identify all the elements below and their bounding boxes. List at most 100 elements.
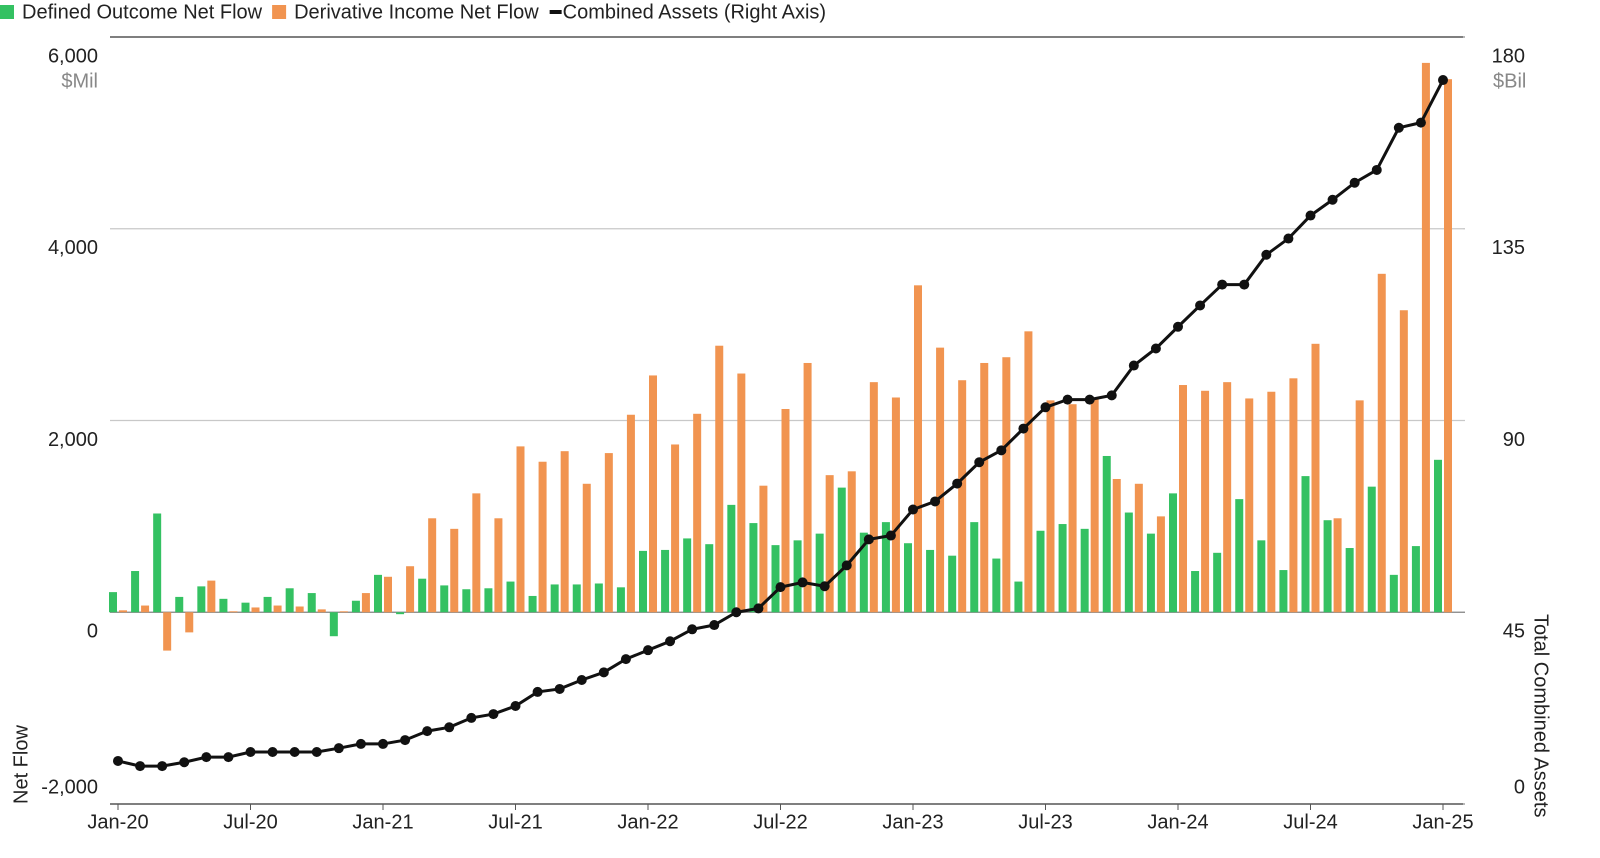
- point: [157, 761, 168, 772]
- point: [1084, 394, 1095, 405]
- bar: [351, 600, 360, 613]
- bar: [484, 588, 493, 613]
- point: [223, 752, 234, 763]
- bar: [1002, 357, 1011, 613]
- bar: [661, 549, 670, 613]
- y-axis-title: Net Flow: [10, 725, 32, 804]
- bar: [175, 596, 184, 613]
- point: [422, 726, 433, 737]
- bar: [1377, 273, 1386, 613]
- bar: [737, 373, 746, 613]
- bar: [1090, 398, 1099, 613]
- point: [1305, 210, 1316, 221]
- bar: [384, 576, 392, 613]
- bar: [781, 408, 790, 613]
- bar: [1046, 400, 1055, 613]
- x-tick-label: Jul-21: [488, 811, 542, 833]
- bar: [516, 446, 525, 613]
- bar: [904, 543, 912, 613]
- point: [554, 683, 565, 694]
- bar: [1267, 391, 1276, 613]
- bar: [1333, 518, 1342, 613]
- bar: [185, 612, 194, 633]
- point: [444, 722, 455, 733]
- bar: [582, 483, 591, 613]
- bar: [594, 583, 603, 613]
- point: [201, 752, 212, 763]
- point: [466, 712, 477, 723]
- point: [267, 747, 278, 758]
- point: [1018, 423, 1029, 434]
- bar: [759, 485, 768, 613]
- point: [1327, 194, 1338, 205]
- legend-swatch: [549, 10, 562, 14]
- bar: [538, 461, 547, 613]
- bar: [131, 571, 140, 613]
- bar: [891, 397, 900, 613]
- bar: [307, 593, 316, 613]
- point: [643, 645, 653, 656]
- bar: [1201, 390, 1210, 613]
- y2-tick-label: 45: [1503, 621, 1525, 643]
- bar: [683, 538, 692, 613]
- bar: [793, 540, 802, 613]
- point: [885, 530, 896, 541]
- point: [1106, 390, 1117, 401]
- point: [797, 577, 808, 588]
- bar: [1311, 343, 1320, 613]
- point: [1239, 279, 1250, 290]
- bar: [1036, 530, 1045, 613]
- bar: [197, 586, 206, 613]
- y2-tick-label: 90: [1503, 429, 1525, 451]
- bar: [803, 362, 812, 613]
- bar: [847, 471, 856, 613]
- bar: [869, 382, 878, 613]
- bar: [1213, 552, 1222, 613]
- bar: [428, 518, 437, 613]
- bar: [317, 609, 326, 613]
- bar: [1191, 571, 1200, 613]
- bar: [616, 587, 625, 613]
- point: [1040, 402, 1051, 413]
- bar: [119, 610, 127, 613]
- point: [333, 743, 344, 754]
- x-tick-label: Jan-21: [352, 811, 413, 833]
- point: [1062, 394, 1073, 405]
- bar: [374, 574, 382, 613]
- point: [1261, 249, 1272, 260]
- point: [179, 757, 190, 768]
- bar: [1279, 570, 1288, 613]
- point: [775, 582, 786, 593]
- bar: [1146, 533, 1155, 613]
- bar: [295, 606, 304, 613]
- bar: [229, 611, 238, 613]
- bar: [881, 522, 890, 613]
- point: [1173, 321, 1183, 332]
- y2-unit: $Bil: [1493, 70, 1526, 92]
- bar: [749, 523, 758, 613]
- point: [355, 738, 366, 749]
- bar: [207, 580, 216, 613]
- legend-swatch: [272, 5, 287, 19]
- bar: [1014, 581, 1023, 613]
- bar: [572, 584, 581, 613]
- point: [996, 445, 1007, 456]
- point: [841, 560, 852, 571]
- x-tick-label: Jul-23: [1018, 811, 1072, 833]
- y-tick-label: 0: [87, 621, 98, 643]
- y2-tick-label: 0: [1514, 776, 1525, 798]
- point: [1283, 233, 1294, 244]
- point: [488, 709, 499, 720]
- bar: [560, 451, 569, 613]
- bar: [263, 596, 272, 613]
- point: [753, 603, 764, 614]
- point: [863, 534, 874, 545]
- point: [1150, 343, 1161, 354]
- y-tick-label: 6,000: [48, 45, 98, 67]
- bar: [926, 549, 935, 613]
- y2-tick-label: 135: [1492, 237, 1525, 259]
- bar: [1444, 79, 1452, 613]
- bar: [970, 522, 979, 613]
- point: [1128, 360, 1139, 371]
